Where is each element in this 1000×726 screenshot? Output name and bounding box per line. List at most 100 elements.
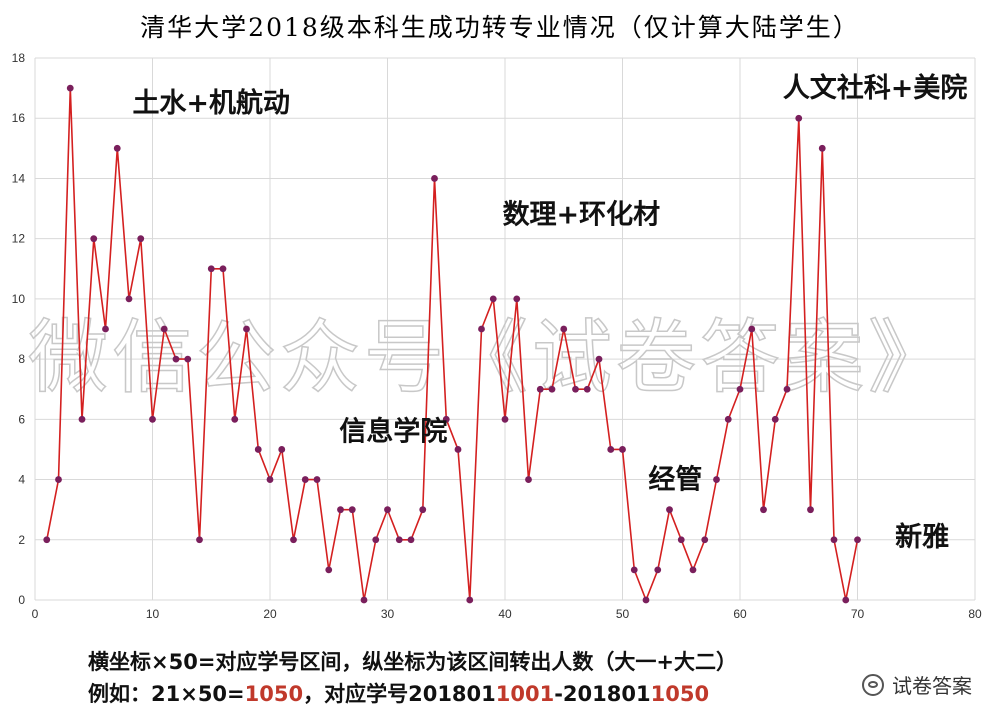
data-point — [372, 536, 380, 544]
data-point — [219, 265, 227, 273]
x-tick-label: 0 — [32, 607, 39, 621]
data-point — [407, 536, 415, 544]
data-point — [818, 144, 826, 152]
data-point — [55, 476, 62, 483]
data-point — [748, 325, 756, 333]
example-middle: ，对应学号201801 — [303, 682, 496, 706]
data-point — [654, 566, 662, 574]
example-prefix: 例如：21×50= — [88, 682, 245, 706]
data-point — [689, 566, 697, 574]
data-point — [102, 325, 109, 333]
data-point — [266, 476, 274, 483]
data-point — [783, 385, 791, 393]
data-point — [583, 385, 591, 393]
region-label: 新雅 — [895, 521, 949, 553]
data-point — [630, 566, 638, 574]
data-point — [313, 476, 321, 483]
example-red-number-2: 1001 — [495, 682, 555, 706]
data-point — [830, 536, 838, 544]
data-point — [278, 446, 286, 453]
brand-text: 试卷答案 — [892, 674, 972, 698]
x-tick-label: 10 — [146, 607, 160, 621]
example-middle-2: -201801 — [554, 682, 651, 706]
y-tick-label: 10 — [12, 292, 26, 306]
data-point — [384, 506, 391, 514]
data-point — [513, 295, 521, 303]
data-point — [160, 325, 168, 333]
data-point — [560, 325, 568, 333]
region-label: 人文社科+美院 — [783, 72, 968, 104]
y-tick-label: 8 — [18, 352, 25, 366]
data-point — [290, 536, 297, 544]
x-tick-label: 50 — [616, 607, 630, 621]
data-point — [325, 566, 333, 574]
data-point — [301, 476, 309, 483]
region-label: 经管 — [648, 464, 702, 496]
data-point — [454, 446, 462, 453]
data-point — [736, 385, 744, 393]
line-chart: 0 2 4 6 8 10 12 14 16 18 0 10 20 30 40 50 60 70 80 微信公众号《… — [12, 51, 982, 621]
data-point — [607, 446, 615, 453]
data-point — [113, 144, 121, 152]
data-point — [337, 506, 344, 514]
data-point — [43, 536, 51, 544]
x-tick-label: 20 — [263, 607, 277, 621]
x-tick-label: 40 — [498, 607, 512, 621]
brand-badge: 试卷答案 — [862, 670, 972, 699]
data-point — [231, 415, 239, 423]
data-point — [66, 84, 74, 92]
data-point — [854, 536, 861, 544]
data-point — [395, 536, 403, 544]
data-point — [478, 325, 485, 333]
x-tick-label: 80 — [968, 607, 982, 621]
x-tick-label: 30 — [381, 607, 395, 621]
data-point — [619, 446, 626, 453]
x-tick-label: 60 — [733, 607, 747, 621]
data-point — [419, 506, 427, 514]
data-point — [642, 596, 650, 604]
y-tick-label: 18 — [12, 51, 26, 65]
y-tick-label: 16 — [12, 111, 26, 125]
data-point — [842, 596, 850, 604]
y-tick-label: 12 — [12, 232, 26, 246]
y-tick-label: 0 — [18, 593, 25, 607]
grid-lines — [34, 57, 976, 601]
data-point — [724, 415, 732, 423]
example-red-number-1: 1050 — [244, 682, 304, 706]
data-point — [125, 295, 133, 303]
y-tick-label: 14 — [12, 171, 26, 185]
data-point — [666, 506, 673, 514]
region-label: 信息学院 — [339, 415, 447, 447]
data-point — [348, 506, 356, 514]
example-note: 例如：21×50=1050，对应学号2018011001-2018011050 — [88, 678, 709, 708]
data-point — [525, 476, 532, 483]
y-tick-label: 4 — [18, 473, 25, 487]
example-red-number-3: 1050 — [650, 682, 710, 706]
data-point — [501, 415, 509, 423]
data-point — [243, 325, 250, 333]
data-point — [536, 385, 544, 393]
data-point — [548, 385, 556, 393]
data-point — [701, 536, 709, 544]
data-point — [713, 476, 720, 483]
wechat-icon — [862, 673, 884, 696]
chart-title: 清华大学2018级本科生成功转专业情况（仅计算大陆学生） — [140, 13, 860, 42]
data-point — [149, 415, 156, 423]
y-tick-label: 2 — [18, 533, 25, 547]
data-point — [795, 114, 803, 122]
axis-note: 横坐标×50=对应学号区间，纵坐标为该区间转出人数（大一+大二） — [88, 650, 738, 674]
data-point — [771, 415, 779, 423]
data-point — [172, 355, 180, 363]
data-point — [489, 295, 497, 303]
data-point — [760, 506, 767, 514]
data-points — [43, 84, 861, 604]
y-tick-labels: 0 2 4 6 8 10 12 14 16 18 — [12, 51, 26, 607]
x-tick-label: 70 — [851, 607, 865, 621]
data-point — [677, 536, 685, 544]
data-point — [466, 596, 474, 604]
data-point — [431, 175, 438, 182]
data-point — [807, 506, 814, 514]
data-point — [254, 446, 262, 453]
region-label: 土水+机航动 — [132, 87, 290, 119]
